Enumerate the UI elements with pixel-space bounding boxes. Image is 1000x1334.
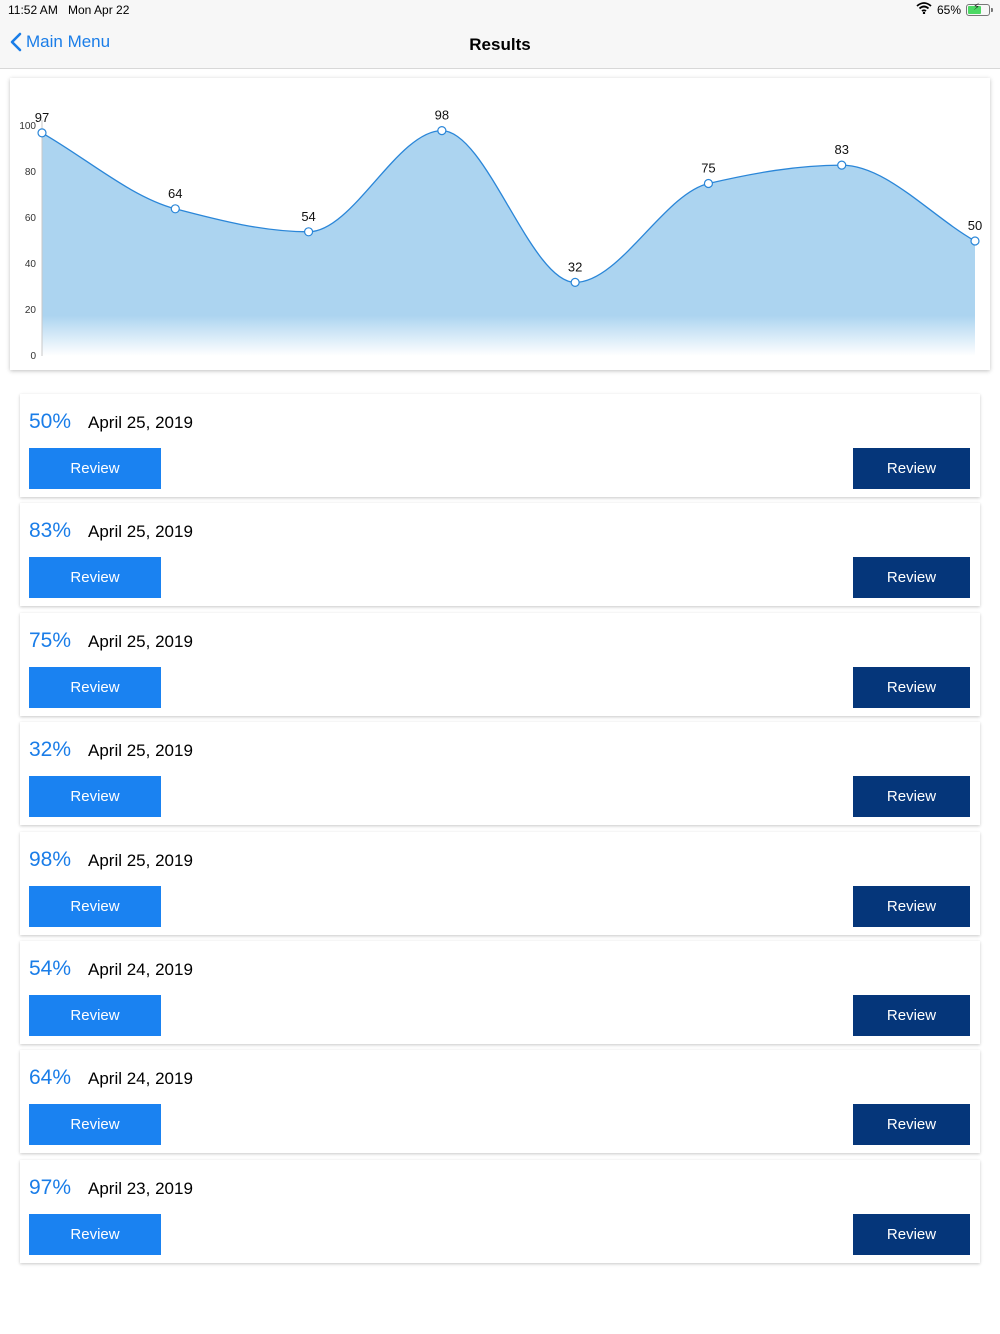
chart-y-tick-label: 0 [30,351,36,362]
result-score: 54% [29,956,72,980]
back-button[interactable]: Main Menu [10,32,110,52]
result-card: 50% April 25, 2019 Review Answers Review… [20,394,980,518]
review-answers-button[interactable]: Review Answers [29,1104,161,1174]
review-result-button[interactable]: Review Result [853,994,970,1065]
chart-data-label: 98 [435,108,449,123]
chart-y-tick-label: 60 [25,213,37,224]
review-answers-button[interactable]: Review Answers [29,557,161,627]
chart-data-point[interactable] [37,128,47,138]
status-bar: 11:52 AM Mon Apr 22 65% ⚡ [0,0,1000,22]
results-chart-card: 0 20 40 60 80 100 97 64 54 98 32 75 83 50 [10,78,990,370]
review-answers-button[interactable]: Review Answers [29,448,161,518]
status-date: Mon Apr 22 [68,3,130,17]
battery-level-fill [968,5,981,14]
review-result-button[interactable]: Review Result [853,1213,970,1284]
result-score: 64% [29,1066,72,1090]
review-result-button[interactable]: Review Result [853,557,970,627]
result-card: 54% April 24, 2019 Review Answers Review… [20,940,980,1065]
chart-data-point[interactable] [970,236,980,246]
review-result-button[interactable]: Review Result [853,448,970,518]
result-date: April 25, 2019 [88,522,193,542]
result-score: 83% [29,519,72,543]
result-card: 83% April 25, 2019 Review Answers Review… [20,503,980,627]
chart-y-tick-label: 80 [25,167,37,178]
result-score: 50% [29,410,72,433]
chart-data-label: 64 [168,186,182,201]
chart-data-label: 83 [834,142,848,157]
chart-data-point[interactable] [837,160,847,170]
review-answers-button[interactable]: Review Answers [29,994,161,1065]
chart-y-tick-label: 40 [25,259,37,270]
result-score: 98% [29,847,72,871]
battery-percent: 65% [936,2,961,17]
result-date: April 24, 2019 [88,959,193,979]
result-score: 75% [29,628,72,652]
results-list: 50% April 25, 2019 Review Answers Review… [20,394,980,1284]
chart-y-tick-label: 20 [25,305,37,316]
result-date: April 24, 2019 [88,1069,193,1089]
status-indicators: 65% ⚡ [916,2,993,17]
result-date: April 25, 2019 [88,413,193,432]
review-answers-button[interactable]: Review Answers [29,666,161,737]
result-card: 98% April 25, 2019 Review Answers Review… [20,831,980,956]
chart-area-fill [42,130,975,356]
chart-data-point[interactable] [437,125,447,136]
results-area-chart: 0 20 40 60 80 100 97 64 54 98 32 75 83 50 [19,108,982,362]
chart-data-label: 50 [968,218,982,233]
chart-data-label: 32 [568,259,582,274]
result-card: 75% April 25, 2019 Review Answers Review… [20,612,980,737]
chart-series-line [41,129,976,284]
result-card: 97% April 23, 2019 Review Answers Review… [20,1159,980,1284]
result-score: 32% [29,738,72,762]
result-score: 97% [29,1175,72,1199]
review-result-button[interactable]: Review Result [853,666,970,737]
chart-y-tick-label: 100 [19,121,36,132]
chart-data-label: 75 [701,161,715,176]
result-date: April 23, 2019 [88,1178,193,1198]
chart-data-point[interactable] [703,178,714,189]
page-title: Results [469,35,531,54]
status-time: 11:52 AM [8,3,58,17]
review-answers-button[interactable]: Review Answers [29,776,161,846]
chart-data-label: 54 [301,209,315,224]
review-result-button[interactable]: Review Result [853,776,970,846]
chart-data-label: 97 [35,110,49,125]
review-answers-button[interactable]: Review Answers [29,885,161,956]
wifi-icon [916,2,932,17]
chart-data-point[interactable] [570,277,580,287]
review-result-button[interactable]: Review Result [853,885,970,956]
result-card: 32% April 25, 2019 Review Answers Review… [20,722,980,846]
chart-data-point[interactable] [303,227,314,237]
review-result-button[interactable]: Review Result [853,1104,970,1174]
back-button-label: Main Menu [26,32,111,51]
chart-data-point[interactable] [170,204,180,214]
navigation-bar: Main Menu Results [0,22,1000,69]
result-date: April 25, 2019 [88,850,193,870]
chevron-left-icon [10,32,22,52]
review-answers-button[interactable]: Review Answers [29,1213,161,1284]
result-date: April 25, 2019 [88,741,193,761]
result-date: April 25, 2019 [88,631,193,651]
result-card: 64% April 24, 2019 Review Answers Review… [20,1050,980,1174]
battery-charging-icon: ⚡ [966,2,993,16]
